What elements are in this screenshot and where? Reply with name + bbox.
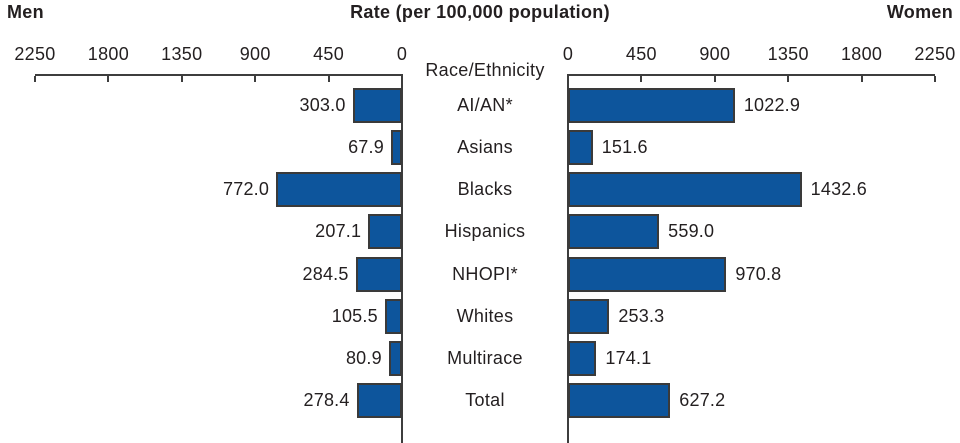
axis-tick-label: 450 (625, 44, 657, 64)
category-label: Total (465, 390, 505, 410)
men-value-label: 772.0 (223, 179, 270, 199)
women-bar (568, 341, 597, 376)
axis-tick-label: 900 (699, 44, 731, 64)
women-value-label: 151.6 (601, 137, 648, 157)
axis-tick-label: 2250 (14, 44, 56, 64)
men-value-label: 67.9 (348, 137, 384, 157)
women-value-label: 627.2 (679, 390, 726, 410)
men-bar (356, 383, 402, 418)
axis-tick-mark (254, 76, 257, 82)
axis-tick-mark (860, 76, 863, 82)
axis-tick-label: 1800 (840, 44, 883, 64)
axis-tick-mark (34, 76, 36, 82)
category-label: Blacks (457, 179, 513, 199)
women-bar (568, 130, 593, 165)
men-value-label: 284.5 (302, 264, 349, 284)
women-value-label: 1432.6 (810, 179, 867, 199)
category-label: AI/AN* (457, 95, 513, 115)
axis-tick-mark (713, 76, 716, 82)
axis-tick-label: 0 (562, 44, 574, 64)
men-value-label: 303.0 (299, 95, 346, 115)
men-value-label: 278.4 (303, 390, 350, 410)
women-value-label: 253.3 (618, 306, 665, 326)
axis-tick-label: 900 (239, 44, 271, 64)
women-value-label: 174.1 (605, 348, 652, 368)
category-label: NHOPI* (452, 264, 518, 284)
category-label: Multirace (447, 348, 523, 368)
axis-tick-label: 2250 (914, 44, 956, 64)
chart-title: Rate (per 100,000 population) (350, 2, 610, 22)
axis-baseline (568, 74, 935, 76)
category-label: Hispanics (444, 221, 526, 241)
women-bar (568, 383, 671, 418)
axis-tick-mark (327, 76, 330, 82)
axis-tick-label: 1350 (161, 44, 203, 64)
category-label: Asians (457, 137, 513, 157)
men-bar (368, 214, 402, 249)
men-bar (276, 172, 402, 207)
axis-tick-mark (934, 76, 936, 82)
axis-tick-label: 450 (313, 44, 345, 64)
axis-tick-mark (640, 76, 643, 82)
category-label: Whites (456, 306, 514, 326)
men-bar (390, 130, 402, 165)
men-bar (384, 299, 402, 334)
axis-tick-mark (107, 76, 110, 82)
men-series-header: Men (7, 2, 44, 22)
men-bar (355, 257, 402, 292)
axis-tick-label: 0 (396, 44, 408, 64)
women-value-label: 559.0 (668, 221, 715, 241)
women-series-header: Women (886, 2, 953, 22)
axis-tick-mark (787, 76, 790, 82)
women-value-label: 970.8 (735, 264, 782, 284)
men-value-label: 105.5 (331, 306, 378, 326)
axis-tick-mark (180, 76, 183, 82)
men-bar (352, 88, 402, 123)
axis-tick-label: 1350 (767, 44, 809, 64)
women-bar (568, 172, 802, 207)
zero-baseline (401, 74, 403, 443)
women-bar (568, 214, 660, 249)
women-bar (568, 88, 735, 123)
axis-baseline (35, 74, 402, 76)
men-value-label: 207.1 (315, 221, 362, 241)
axis-tick-label: 1800 (87, 44, 130, 64)
men-value-label: 80.9 (345, 348, 382, 368)
women-bar (568, 257, 727, 292)
women-value-label: 1022.9 (743, 95, 801, 115)
men-bar (388, 341, 402, 376)
category-axis-title: Race/Ethnicity (425, 60, 545, 80)
women-bar (568, 299, 610, 334)
